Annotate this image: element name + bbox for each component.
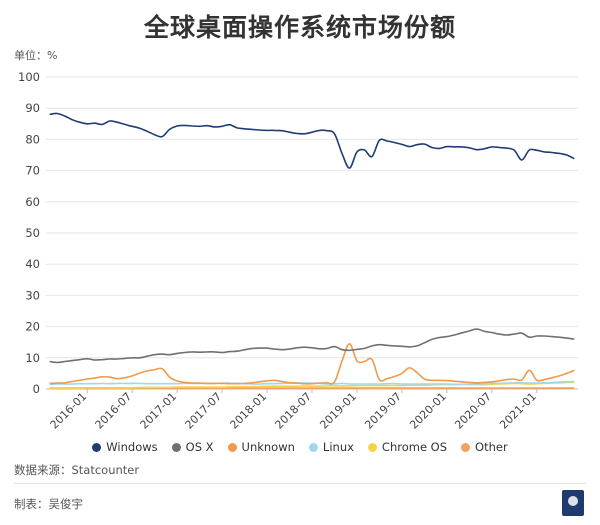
legend-label: Chrome OS xyxy=(381,440,448,454)
x-tick-label: 2018-01 xyxy=(227,390,269,432)
data-source: 数据来源：Statcounter xyxy=(14,463,140,477)
legend-item-linux[interactable]: Linux xyxy=(308,440,354,454)
y-tick-label: 10 xyxy=(25,351,40,365)
y-tick-label: 60 xyxy=(25,195,40,209)
legend-label: Unknown xyxy=(241,440,295,454)
unit-label: 单位：% xyxy=(14,49,58,62)
series-line-windows xyxy=(49,112,575,169)
series-line-unknown xyxy=(49,343,575,385)
y-tick-label: 0 xyxy=(33,382,40,396)
y-tick-label: 40 xyxy=(25,257,40,271)
chart-author: 制表：吴俊宇 xyxy=(14,497,83,511)
legend-label: Windows xyxy=(106,440,158,454)
y-tick-label: 50 xyxy=(25,226,40,240)
x-tick-label: 2016-07 xyxy=(93,390,135,432)
legend-label: Other xyxy=(475,440,508,454)
y-tick-label: 30 xyxy=(25,288,40,302)
chart-title: 全球桌面操作系统市场份额 xyxy=(143,13,456,42)
x-tick-label: 2019-07 xyxy=(362,390,404,432)
y-tick-label: 90 xyxy=(25,101,40,115)
legend-marker xyxy=(308,442,318,452)
legend-label: OS X xyxy=(185,440,214,454)
legend-marker xyxy=(227,442,237,452)
x-tick-label: 2020-07 xyxy=(452,390,494,432)
publisher-logo xyxy=(562,490,584,516)
y-tick-label: 100 xyxy=(18,70,40,84)
legend-item-windows[interactable]: Windows xyxy=(92,440,158,454)
x-tick-label: 2018-07 xyxy=(272,390,314,432)
y-tick-label: 70 xyxy=(25,164,40,178)
legend-item-os-x[interactable]: OS X xyxy=(171,440,214,454)
footer-divider xyxy=(14,483,586,484)
chart-legend: Windows OS X Unknown Linux Chrome OS Other xyxy=(0,440,600,454)
legend-item-unknown[interactable]: Unknown xyxy=(227,440,295,454)
x-tick-label: 2020-01 xyxy=(407,390,449,432)
legend-item-chrome-os[interactable]: Chrome OS xyxy=(367,440,448,454)
legend-marker xyxy=(171,442,181,452)
legend-label: Linux xyxy=(322,440,354,454)
x-tick-label: 2021-01 xyxy=(497,390,539,432)
legend-marker xyxy=(461,442,471,452)
legend-marker xyxy=(367,442,377,452)
x-tick-label: 2016-01 xyxy=(48,390,90,432)
y-tick-label: 80 xyxy=(25,132,40,146)
x-tick-label: 2017-01 xyxy=(138,390,180,432)
series-line-os-x xyxy=(49,328,575,364)
legend-item-other[interactable]: Other xyxy=(461,440,508,454)
y-tick-label: 20 xyxy=(25,320,40,334)
series-line-chrome-os xyxy=(49,381,575,389)
x-tick-label: 2019-01 xyxy=(317,390,359,432)
x-tick-label: 2017-07 xyxy=(183,390,225,432)
legend-marker xyxy=(92,442,102,452)
